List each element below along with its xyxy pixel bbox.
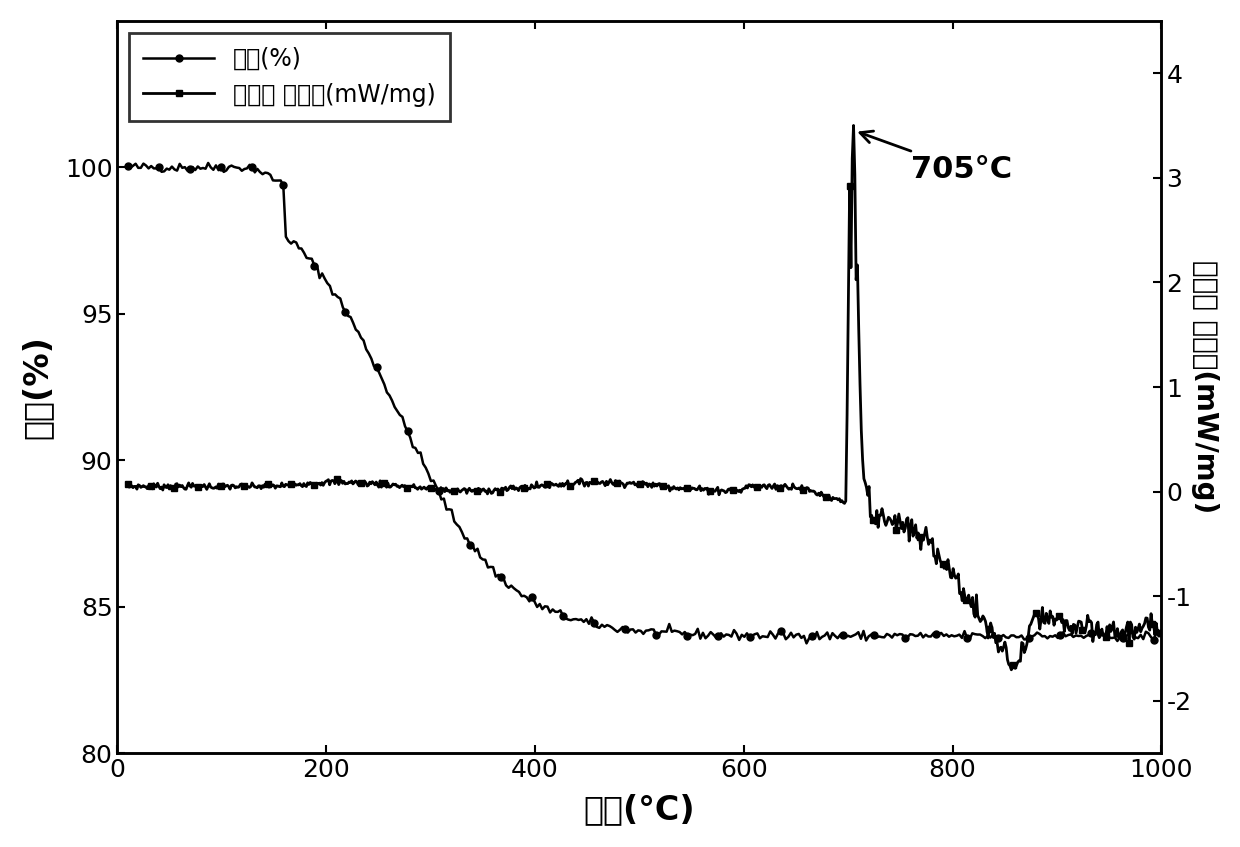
- Text: 705°C: 705°C: [861, 131, 1012, 184]
- Y-axis label: 热重(%): 热重(%): [21, 335, 53, 439]
- X-axis label: 温度(°C): 温度(°C): [584, 793, 696, 826]
- Y-axis label: 差示扫 描量热(mW/mg): 差示扫 描量热(mW/mg): [1192, 260, 1219, 513]
- Legend: 热重(%), 差示扫 描量热(mW/mg): 热重(%), 差示扫 描量热(mW/mg): [129, 33, 450, 121]
